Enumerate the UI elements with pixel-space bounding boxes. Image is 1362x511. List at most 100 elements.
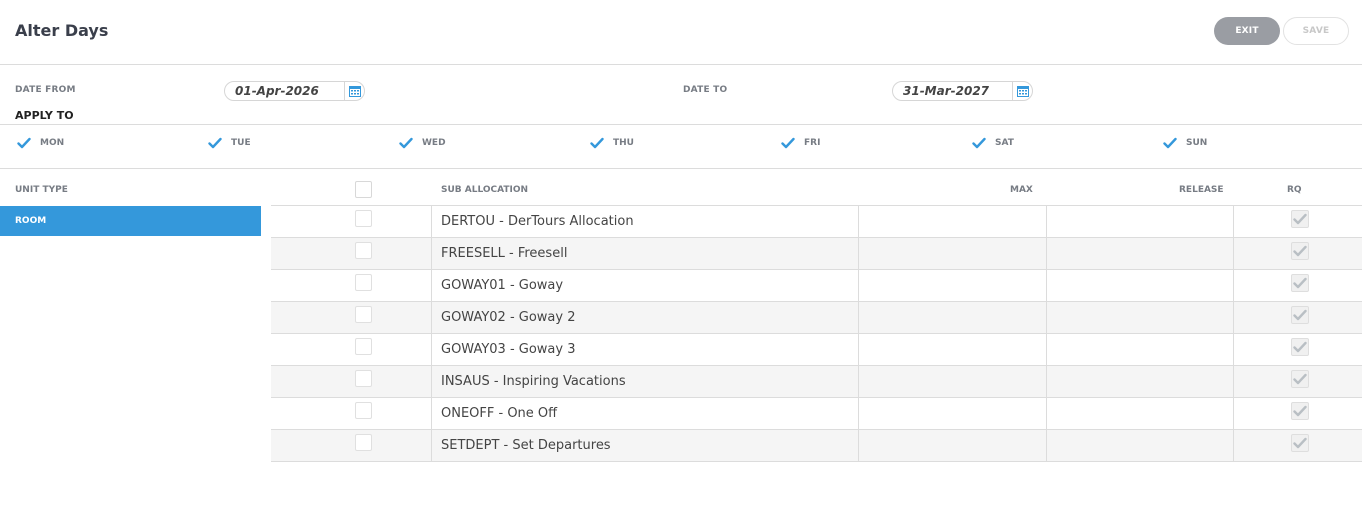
column-divider — [1046, 366, 1047, 398]
table-row: INSAUS - Inspiring Vacations — [271, 366, 1362, 398]
row-select-checkbox[interactable] — [355, 370, 372, 387]
row-select-checkbox[interactable] — [355, 274, 372, 291]
max-input[interactable] — [859, 206, 1046, 238]
table-row: GOWAY03 - Goway 3 — [271, 334, 1362, 366]
column-divider — [1046, 302, 1047, 334]
column-divider — [431, 334, 432, 366]
day-sun-option[interactable]: SUN — [1163, 136, 1207, 150]
table-row: DERTOU - DerTours Allocation — [271, 206, 1362, 238]
rq-checkbox[interactable] — [1291, 402, 1309, 420]
row-select-checkbox[interactable] — [355, 434, 372, 451]
sub-allocation-name: ONEOFF - One Off — [441, 406, 558, 421]
checkmark-icon[interactable] — [208, 136, 222, 150]
column-divider — [431, 366, 432, 398]
day-label: THU — [613, 138, 634, 148]
rq-checkbox[interactable] — [1291, 434, 1309, 452]
rq-checkbox[interactable] — [1291, 370, 1309, 388]
column-divider — [858, 302, 859, 334]
column-divider — [858, 366, 859, 398]
day-label: SAT — [995, 138, 1014, 148]
date-to-label: DATE TO — [683, 85, 728, 95]
sub-allocation-name: GOWAY02 - Goway 2 — [441, 310, 576, 325]
max-input[interactable] — [859, 302, 1046, 334]
day-thu-option[interactable]: THU — [590, 136, 634, 150]
date-to-field[interactable]: 31-Mar-2027 — [892, 81, 1033, 101]
column-divider — [1046, 398, 1047, 430]
day-sat-option[interactable]: SAT — [972, 136, 1014, 150]
rq-checkbox[interactable] — [1291, 338, 1309, 356]
day-label: SUN — [1186, 138, 1208, 148]
rq-checkbox[interactable] — [1291, 242, 1309, 260]
table-row: GOWAY02 - Goway 2 — [271, 302, 1362, 334]
column-divider — [431, 270, 432, 302]
sub-allocation-name: SETDEPT - Set Departures — [441, 438, 611, 453]
row-select-checkbox[interactable] — [355, 402, 372, 419]
checkmark-icon[interactable] — [1163, 136, 1177, 150]
day-wed-option[interactable]: WED — [399, 136, 446, 150]
max-input[interactable] — [859, 270, 1046, 302]
day-fri-option[interactable]: FRI — [781, 136, 820, 150]
column-divider — [1233, 270, 1234, 302]
column-divider — [1233, 398, 1234, 430]
column-divider — [858, 270, 859, 302]
day-tue-option[interactable]: TUE — [208, 136, 251, 150]
column-divider — [431, 238, 432, 270]
release-input[interactable] — [1047, 238, 1233, 270]
column-divider — [858, 206, 859, 238]
checkmark-icon[interactable] — [972, 136, 986, 150]
exit-button[interactable]: EXIT — [1214, 17, 1280, 45]
max-input[interactable] — [859, 430, 1046, 462]
release-input[interactable] — [1047, 366, 1233, 398]
checkmark-icon[interactable] — [590, 136, 604, 150]
column-divider — [1046, 334, 1047, 366]
release-input[interactable] — [1047, 430, 1233, 462]
rq-checkbox[interactable] — [1291, 210, 1309, 228]
column-divider — [1046, 270, 1047, 302]
row-select-checkbox[interactable] — [355, 210, 372, 227]
page-header: Alter Days EXIT SAVE — [0, 0, 1362, 65]
save-button[interactable]: SAVE — [1283, 17, 1349, 45]
page-title: Alter Days — [15, 21, 109, 40]
row-select-checkbox[interactable] — [355, 306, 372, 323]
day-label: TUE — [231, 138, 251, 148]
rq-checkbox[interactable] — [1291, 274, 1309, 292]
calendar-icon[interactable] — [344, 82, 364, 100]
sub-allocation-header: SUB ALLOCATION — [441, 185, 529, 195]
day-mon-option[interactable]: MON — [17, 136, 64, 150]
rq-checkbox[interactable] — [1291, 306, 1309, 324]
release-input[interactable] — [1047, 206, 1233, 238]
release-input[interactable] — [1047, 334, 1233, 366]
date-from-label: DATE FROM — [15, 85, 76, 95]
divider — [0, 168, 1362, 169]
checkmark-icon[interactable] — [781, 136, 795, 150]
sub-allocation-name: INSAUS - Inspiring Vacations — [441, 374, 626, 389]
row-select-checkbox[interactable] — [355, 242, 372, 259]
select-all-checkbox[interactable] — [355, 181, 372, 198]
max-header: MAX — [1010, 185, 1033, 195]
table-row: SETDEPT - Set Departures — [271, 430, 1362, 462]
day-label: MON — [40, 138, 65, 148]
checkmark-icon[interactable] — [17, 136, 31, 150]
release-input[interactable] — [1047, 398, 1233, 430]
unit-type-header: UNIT TYPE — [15, 185, 68, 195]
release-input[interactable] — [1047, 302, 1233, 334]
sub-allocation-name: GOWAY01 - Goway — [441, 278, 564, 293]
unit-type-item-room[interactable]: ROOM — [0, 206, 261, 236]
release-header: RELEASE — [1179, 185, 1224, 195]
max-input[interactable] — [859, 334, 1046, 366]
checkmark-icon[interactable] — [399, 136, 413, 150]
date-from-field[interactable]: 01-Apr-2026 — [224, 81, 365, 101]
column-divider — [1046, 430, 1047, 462]
apply-to-label: APPLY TO — [15, 109, 74, 122]
day-label: FRI — [804, 138, 821, 148]
max-input[interactable] — [859, 238, 1046, 270]
max-input[interactable] — [859, 366, 1046, 398]
release-input[interactable] — [1047, 270, 1233, 302]
calendar-icon[interactable] — [1012, 82, 1032, 100]
table-row: GOWAY01 - Goway — [271, 270, 1362, 302]
max-input[interactable] — [859, 398, 1046, 430]
sub-allocation-name: FREESELL - Freesell — [441, 246, 568, 261]
column-divider — [431, 430, 432, 462]
column-divider — [1233, 334, 1234, 366]
row-select-checkbox[interactable] — [355, 338, 372, 355]
